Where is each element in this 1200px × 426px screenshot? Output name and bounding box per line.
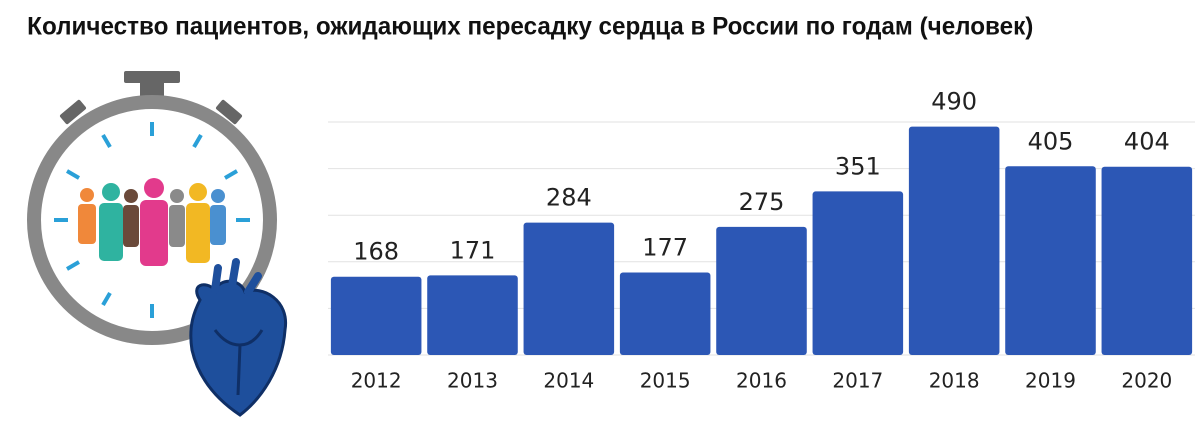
- bar: [908, 126, 1000, 355]
- bar: [619, 272, 711, 355]
- x-tick-label: 2019: [1025, 369, 1076, 393]
- bar: [427, 275, 518, 355]
- value-label: 405: [1028, 127, 1074, 155]
- stopwatch-illustration: [27, 71, 288, 417]
- bar: [330, 276, 422, 355]
- value-label: 404: [1124, 128, 1170, 156]
- bar: [1005, 166, 1096, 355]
- x-tick-label: 2014: [543, 369, 594, 393]
- value-label: 171: [450, 236, 496, 264]
- value-label: 275: [739, 188, 785, 216]
- x-tick-label: 2012: [351, 369, 402, 393]
- bar: [716, 226, 807, 355]
- x-tick-label: 2015: [640, 369, 691, 393]
- bar: [523, 222, 615, 355]
- bar: [812, 191, 904, 355]
- x-tick-label: 2016: [736, 369, 787, 393]
- value-label: 177: [642, 234, 688, 262]
- x-tick-label: 2013: [447, 369, 498, 393]
- chart-title: Количество пациентов, ожидающих пересадк…: [27, 13, 1033, 40]
- x-tick-label: 2017: [832, 369, 883, 393]
- value-label: 351: [835, 152, 881, 180]
- bar: [1101, 166, 1193, 355]
- value-label: 168: [353, 238, 399, 266]
- x-tick-label: 2018: [929, 369, 980, 393]
- x-tick-label: 2020: [1121, 369, 1172, 393]
- value-label: 490: [931, 88, 977, 116]
- value-label: 284: [546, 184, 592, 212]
